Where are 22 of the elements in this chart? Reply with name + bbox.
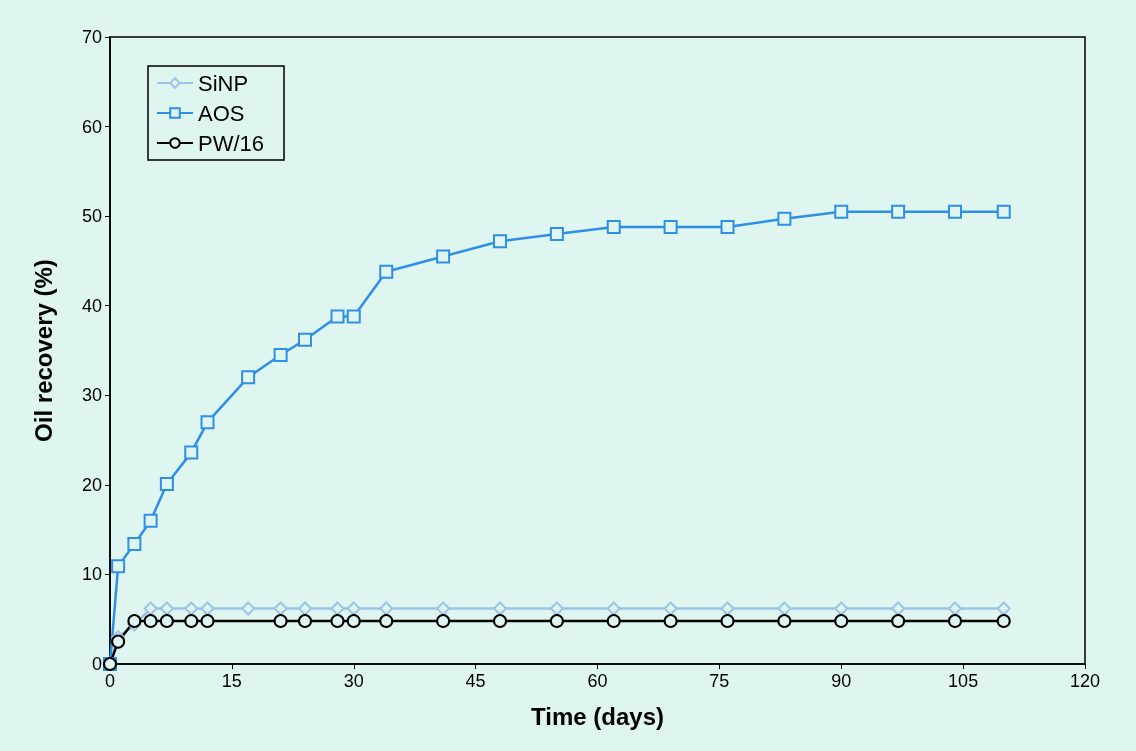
y-tick-label: 70 xyxy=(81,27,102,47)
legend-label: AOS xyxy=(198,100,245,126)
x-tick-label: 120 xyxy=(1069,671,1101,691)
x-tick-label: 0 xyxy=(104,671,116,691)
x-tick-label: 75 xyxy=(709,671,730,691)
x-tick-label: 15 xyxy=(221,671,242,691)
x-tick-label: 45 xyxy=(465,671,486,691)
legend-label: PW/16 xyxy=(198,130,265,156)
y-tick-label: 60 xyxy=(81,116,102,137)
y-tick-label: 30 xyxy=(81,385,102,406)
x-tick-label: 105 xyxy=(948,671,979,691)
y-tick-label: 40 xyxy=(81,295,102,316)
x-tick-label: 60 xyxy=(587,671,608,691)
x-tick-label: 30 xyxy=(343,671,364,691)
x-axis-title: Time (days) xyxy=(531,702,664,730)
y-tick-label: 10 xyxy=(81,564,102,585)
x-tick-label: 90 xyxy=(831,671,852,691)
y-tick-label: 50 xyxy=(81,206,102,227)
y-tick-label: 20 xyxy=(81,474,102,495)
y-tick-label: 0 xyxy=(91,654,102,674)
y-axis-title: Oil recovery (%) xyxy=(29,259,57,442)
legend-label: SiNP xyxy=(198,70,249,96)
